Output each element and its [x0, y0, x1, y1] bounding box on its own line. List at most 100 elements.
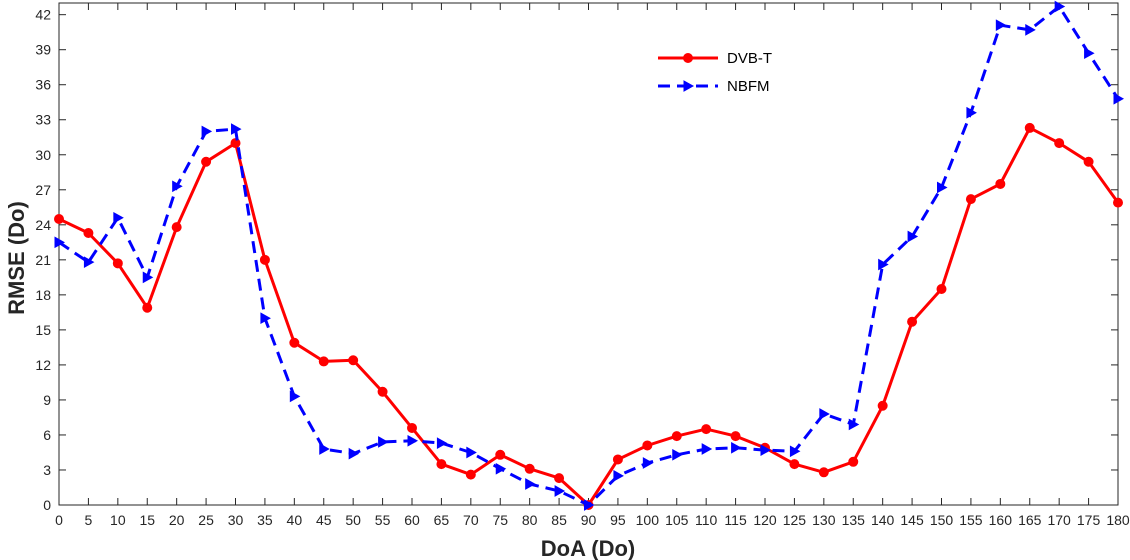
data-point-dvb-t	[54, 213, 64, 224]
y-tick-label: 30	[35, 147, 51, 163]
legend: DVB-T NBFM	[645, 40, 815, 104]
data-point-dvb-t	[318, 356, 329, 367]
x-tick-label: 170	[1047, 512, 1071, 528]
data-point-dvb-t	[936, 284, 947, 295]
data-point-dvb-t	[142, 302, 153, 313]
data-point-nbfm	[231, 123, 242, 135]
y-tick-label: 18	[35, 287, 51, 303]
data-point-nbfm	[701, 443, 713, 455]
data-point-dvb-t	[201, 156, 212, 167]
data-point-dvb-t	[907, 316, 918, 327]
x-axis-title: DoA (Do)	[541, 536, 636, 560]
data-point-dvb-t	[1054, 138, 1065, 149]
data-point-dvb-t	[995, 178, 1006, 189]
data-point-dvb-t	[642, 440, 653, 451]
data-point-nbfm	[142, 271, 154, 284]
y-tick-label: 33	[35, 112, 51, 128]
data-point-dvb-t	[377, 386, 388, 397]
data-point-nbfm	[584, 499, 595, 511]
data-point-nbfm	[436, 437, 448, 449]
plot-area-frame	[58, 2, 1119, 506]
legend-dvbt-label: DVB-T	[727, 50, 772, 67]
data-point-nbfm	[54, 236, 66, 249]
data-point-nbfm	[1054, 0, 1066, 13]
x-tick-label: 75	[492, 512, 508, 528]
y-tick-label: 0	[43, 497, 51, 513]
x-tick-label: 80	[522, 512, 538, 528]
x-tick-label: 160	[989, 512, 1013, 528]
legend-box	[645, 40, 815, 104]
data-point-dvb-t	[965, 194, 976, 205]
x-tick-label: 50	[345, 512, 361, 528]
y-tick-label: 3	[43, 462, 51, 478]
data-point-nbfm	[878, 258, 889, 271]
x-tick-label: 105	[665, 512, 689, 528]
x-tick-label: 145	[900, 512, 924, 528]
data-point-nbfm	[378, 436, 389, 448]
data-point-nbfm	[613, 469, 624, 482]
data-point-nbfm	[525, 478, 536, 490]
x-tick-label: 175	[1077, 512, 1101, 528]
data-point-dvb-t	[848, 456, 859, 467]
x-tick-label: 90	[581, 512, 597, 528]
data-point-nbfm	[1084, 47, 1095, 60]
y-tick-label: 12	[35, 357, 51, 373]
data-point-nbfm	[348, 447, 360, 460]
data-point-nbfm	[731, 441, 742, 454]
data-point-nbfm	[848, 418, 860, 431]
data-point-dvb-t	[789, 459, 800, 470]
data-point-dvb-t	[436, 459, 447, 470]
x-tick-label: 60	[404, 512, 420, 528]
data-point-dvb-t	[495, 449, 506, 460]
x-tick-label: 20	[169, 512, 185, 528]
x-tick-label: 10	[110, 512, 126, 528]
data-point-nbfm	[201, 125, 213, 138]
x-tick-label: 130	[812, 512, 836, 528]
data-point-nbfm	[113, 211, 124, 224]
x-tick-label: 55	[375, 512, 391, 528]
data-point-nbfm	[466, 446, 477, 459]
x-tick-label: 95	[610, 512, 626, 528]
series-layer	[54, 0, 1125, 511]
x-tick-label: 30	[228, 512, 244, 528]
y-tick-label: 15	[35, 322, 51, 338]
data-point-dvb-t	[701, 424, 712, 435]
data-point-nbfm	[1025, 24, 1036, 36]
data-point-nbfm	[907, 230, 919, 243]
data-point-nbfm	[995, 19, 1007, 32]
x-tick-label: 25	[198, 512, 214, 528]
data-point-dvb-t	[1024, 122, 1035, 133]
data-point-dvb-t	[112, 258, 123, 269]
x-tick-label: 120	[753, 512, 777, 528]
x-tick-label: 100	[636, 512, 660, 528]
x-tick-label: 165	[1018, 512, 1042, 528]
legend-dvbt-marker	[683, 53, 693, 63]
x-tick-label: 35	[257, 512, 273, 528]
x-tick-label: 110	[695, 512, 718, 528]
data-point-dvb-t	[259, 254, 270, 265]
data-point-dvb-t	[1083, 156, 1094, 167]
data-point-nbfm	[819, 408, 830, 420]
data-point-dvb-t	[171, 222, 182, 233]
x-tick-label: 5	[85, 512, 93, 528]
data-point-dvb-t	[83, 227, 94, 238]
y-tick-label: 24	[35, 217, 51, 233]
data-point-nbfm	[172, 180, 183, 193]
data-point-dvb-t	[348, 355, 359, 366]
data-point-nbfm	[289, 390, 301, 403]
data-point-nbfm	[789, 445, 801, 458]
y-tick-label: 36	[35, 77, 51, 93]
x-tick-label: 45	[316, 512, 332, 528]
x-tick-label: 85	[551, 512, 567, 528]
data-point-nbfm	[554, 485, 566, 497]
y-tick-label: 21	[35, 252, 51, 268]
legend-nbfm-label: NBFM	[727, 78, 770, 95]
data-point-dvb-t	[407, 422, 417, 433]
data-point-dvb-t	[612, 454, 623, 465]
x-tick-label: 135	[842, 512, 866, 528]
data-point-dvb-t	[877, 400, 888, 411]
data-point-nbfm	[83, 256, 95, 269]
data-point-nbfm	[319, 443, 330, 455]
data-point-dvb-t	[671, 431, 682, 442]
